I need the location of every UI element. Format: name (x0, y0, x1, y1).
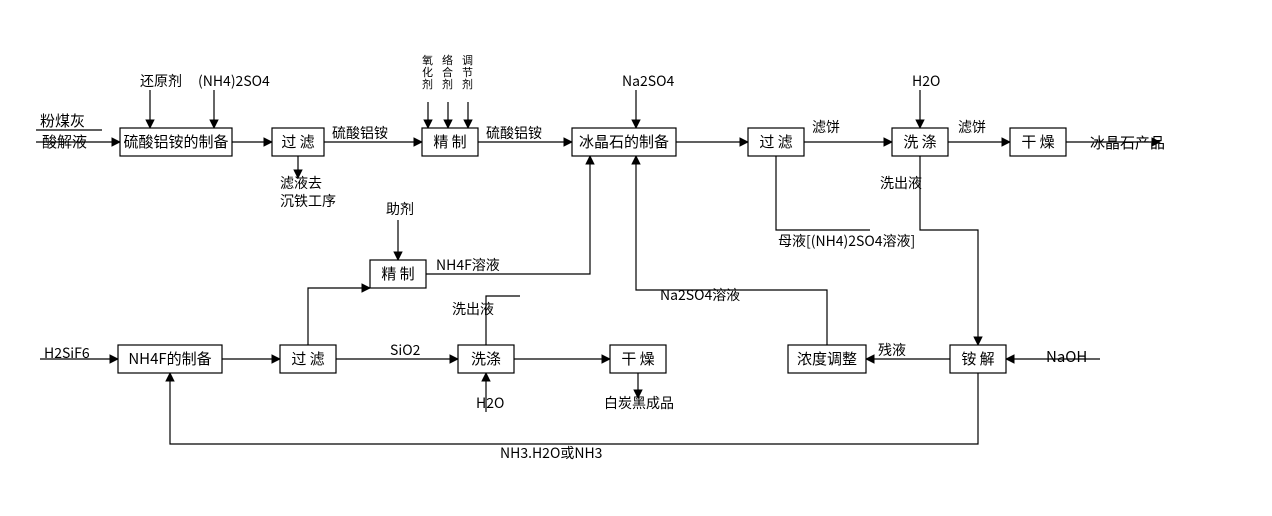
label-oxidant_v: 氧化剂 (422, 52, 433, 92)
label-complex_v: 络合剂 (442, 52, 453, 92)
label-na2so4: Na2SO4 (622, 71, 675, 91)
box-label-dry2: 干 燥 (621, 348, 654, 369)
edge-20 (308, 288, 370, 345)
label-nh4f_sol: NH4F溶液 (436, 255, 500, 275)
label-mother_liquor: 母液[(NH4)2SO4溶液] (778, 231, 915, 251)
label-h2o_top: H2O (912, 71, 940, 91)
label-h2o_bot: H2O (476, 393, 504, 413)
label-wash_out_mid: 洗出液 (452, 299, 494, 319)
box-label-ammonolysis: 铵 解 (961, 348, 994, 369)
box-label-refine1: 精 制 (433, 131, 466, 152)
label-reductant: 还原剂 (140, 71, 182, 91)
label-filtrate_to_fe2: 沉铁工序 (280, 191, 336, 211)
box-label-prep_nh4f: NH4F的制备 (128, 348, 211, 369)
box-label-dry1: 干 燥 (1021, 131, 1054, 152)
label-naoh: NaOH (1046, 346, 1087, 367)
nodes-layer: 硫酸铝铵的制备过 滤精 制冰晶石的制备过 滤洗 涤干 燥精 制NH4F的制备过 … (118, 128, 1066, 373)
label-acid_sol: 酸解液 (42, 131, 87, 152)
label-filter_cake2: 滤饼 (958, 117, 986, 137)
label-additive: 助剂 (386, 199, 414, 219)
label-h2sif6: H2SiF6 (44, 343, 90, 363)
edge-17 (920, 156, 978, 345)
label-fly_ash: 粉煤灰 (40, 110, 85, 131)
box-label-conc_adj: 浓度调整 (797, 348, 857, 369)
box-label-filter1: 过 滤 (281, 131, 314, 152)
label-filter_cake1: 滤饼 (812, 117, 840, 137)
label-na2so4_sol: Na2SO4溶液 (660, 285, 740, 305)
box-label-wash1: 洗 涤 (903, 131, 936, 152)
edge-32 (170, 373, 978, 444)
edge-18 (776, 156, 870, 230)
label-cryo_product: 冰晶石产品 (1090, 132, 1165, 153)
box-label-filter2: 过 滤 (759, 131, 792, 152)
label-residue: 残液 (878, 340, 906, 360)
box-label-prep_alum: 硫酸铝铵的制备 (123, 131, 228, 152)
box-label-filter3: 过 滤 (291, 348, 324, 369)
box-label-wash2: 洗涤 (471, 348, 501, 369)
labels-layer: 还原剂 (NH4)2SO4 粉煤灰酸解液滤液去沉铁工序 硫酸铝铵 硫酸铝铵 Na2SO4 H… (40, 52, 1165, 463)
label-filtrate_to_fe1: 滤液去 (280, 173, 322, 193)
box-label-refine2: 精 制 (381, 263, 414, 284)
label-regulator_v: 调节剂 (462, 52, 473, 92)
label-alum_sulfate2: 硫酸铝铵 (486, 123, 542, 143)
label-sio2: SiO2 (390, 340, 421, 360)
box-label-prep_cryo: 冰晶石的制备 (579, 131, 669, 152)
label-nh3_h2o: NH3.H2O或NH3 (500, 443, 602, 463)
label-white_carbon: 白炭黑成品 (604, 393, 674, 413)
label-nh42so4: (NH4)2SO4 (198, 71, 270, 91)
label-alum_sulfate1: 硫酸铝铵 (332, 123, 388, 143)
label-wash_out_top: 洗出液 (880, 173, 922, 193)
